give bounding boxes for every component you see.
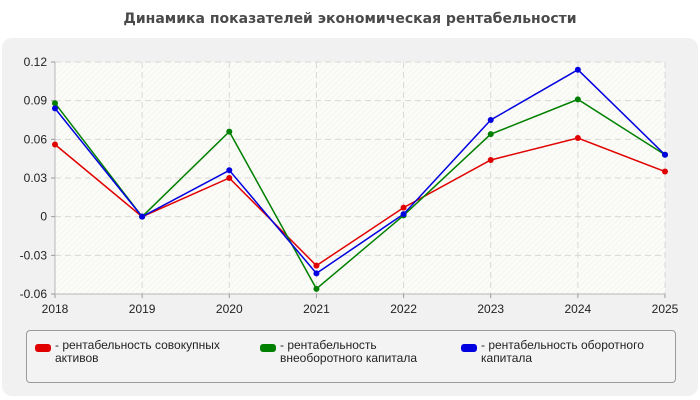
y-tick-label: 0.06	[24, 132, 48, 146]
data-point-series-1	[226, 175, 233, 181]
legend: - рентабельность совокупных активов - ре…	[26, 330, 676, 383]
data-point-series-1	[662, 168, 668, 175]
x-tick-label: 2023	[477, 302, 504, 316]
series-line-1	[54, 137, 666, 267]
y-tick-label: -0.03	[20, 248, 48, 262]
data-point-series-1	[313, 262, 320, 269]
data-point-series-2	[487, 131, 494, 138]
legend-label: - рентабельность оборотного капитала	[481, 338, 644, 365]
data-point-series-2	[52, 100, 58, 107]
data-point-series-1	[400, 204, 407, 211]
x-tick-label: 2025	[652, 302, 679, 316]
x-tick-label: 2020	[216, 302, 243, 316]
legend-label: - рентабельность совокупных активов	[55, 338, 220, 365]
data-point-series-1	[574, 135, 581, 142]
y-tick-label: 0.09	[24, 94, 48, 108]
legend-swatch	[461, 344, 477, 352]
y-tick-label: 0.12	[24, 55, 48, 69]
data-point-series-3	[662, 151, 668, 158]
series-line-3	[54, 68, 666, 275]
series-line-2	[54, 98, 666, 290]
legend-label: - рентабельность внеоборотного капитала	[280, 338, 417, 365]
chart-title: Динамика показателей экономическая рента…	[123, 11, 577, 27]
legend-item-working-capital: - рентабельность оборотного капитала	[461, 339, 676, 365]
legend-swatch	[260, 344, 276, 352]
data-point-series-3	[139, 213, 146, 220]
data-point-series-3	[574, 66, 581, 73]
data-point-series-1	[52, 141, 58, 148]
data-point-series-3	[226, 167, 233, 174]
x-tick-label: 2018	[42, 302, 69, 316]
y-tick-label: 0	[40, 210, 47, 224]
data-point-series-3	[400, 211, 407, 218]
y-tick-label: 0.03	[24, 171, 48, 185]
data-point-series-2	[574, 96, 581, 103]
x-tick-label: 2021	[303, 302, 330, 316]
legend-swatch	[35, 344, 51, 352]
data-point-series-3	[313, 270, 320, 277]
x-tick-label: 2022	[390, 302, 417, 316]
legend-item-noncurrent-capital: - рентабельность внеоборотного капитала	[260, 339, 460, 365]
data-point-series-3	[52, 105, 58, 112]
x-tick-label: 2024	[565, 302, 592, 316]
legend-item-total-assets: - рентабельность совокупных активов	[35, 339, 260, 365]
data-point-series-2	[226, 128, 233, 135]
data-point-series-2	[313, 285, 320, 292]
x-tick-label: 2019	[129, 302, 156, 316]
data-point-series-3	[487, 117, 494, 123]
data-point-series-1	[487, 156, 494, 163]
y-tick-label: -0.06	[20, 287, 48, 301]
